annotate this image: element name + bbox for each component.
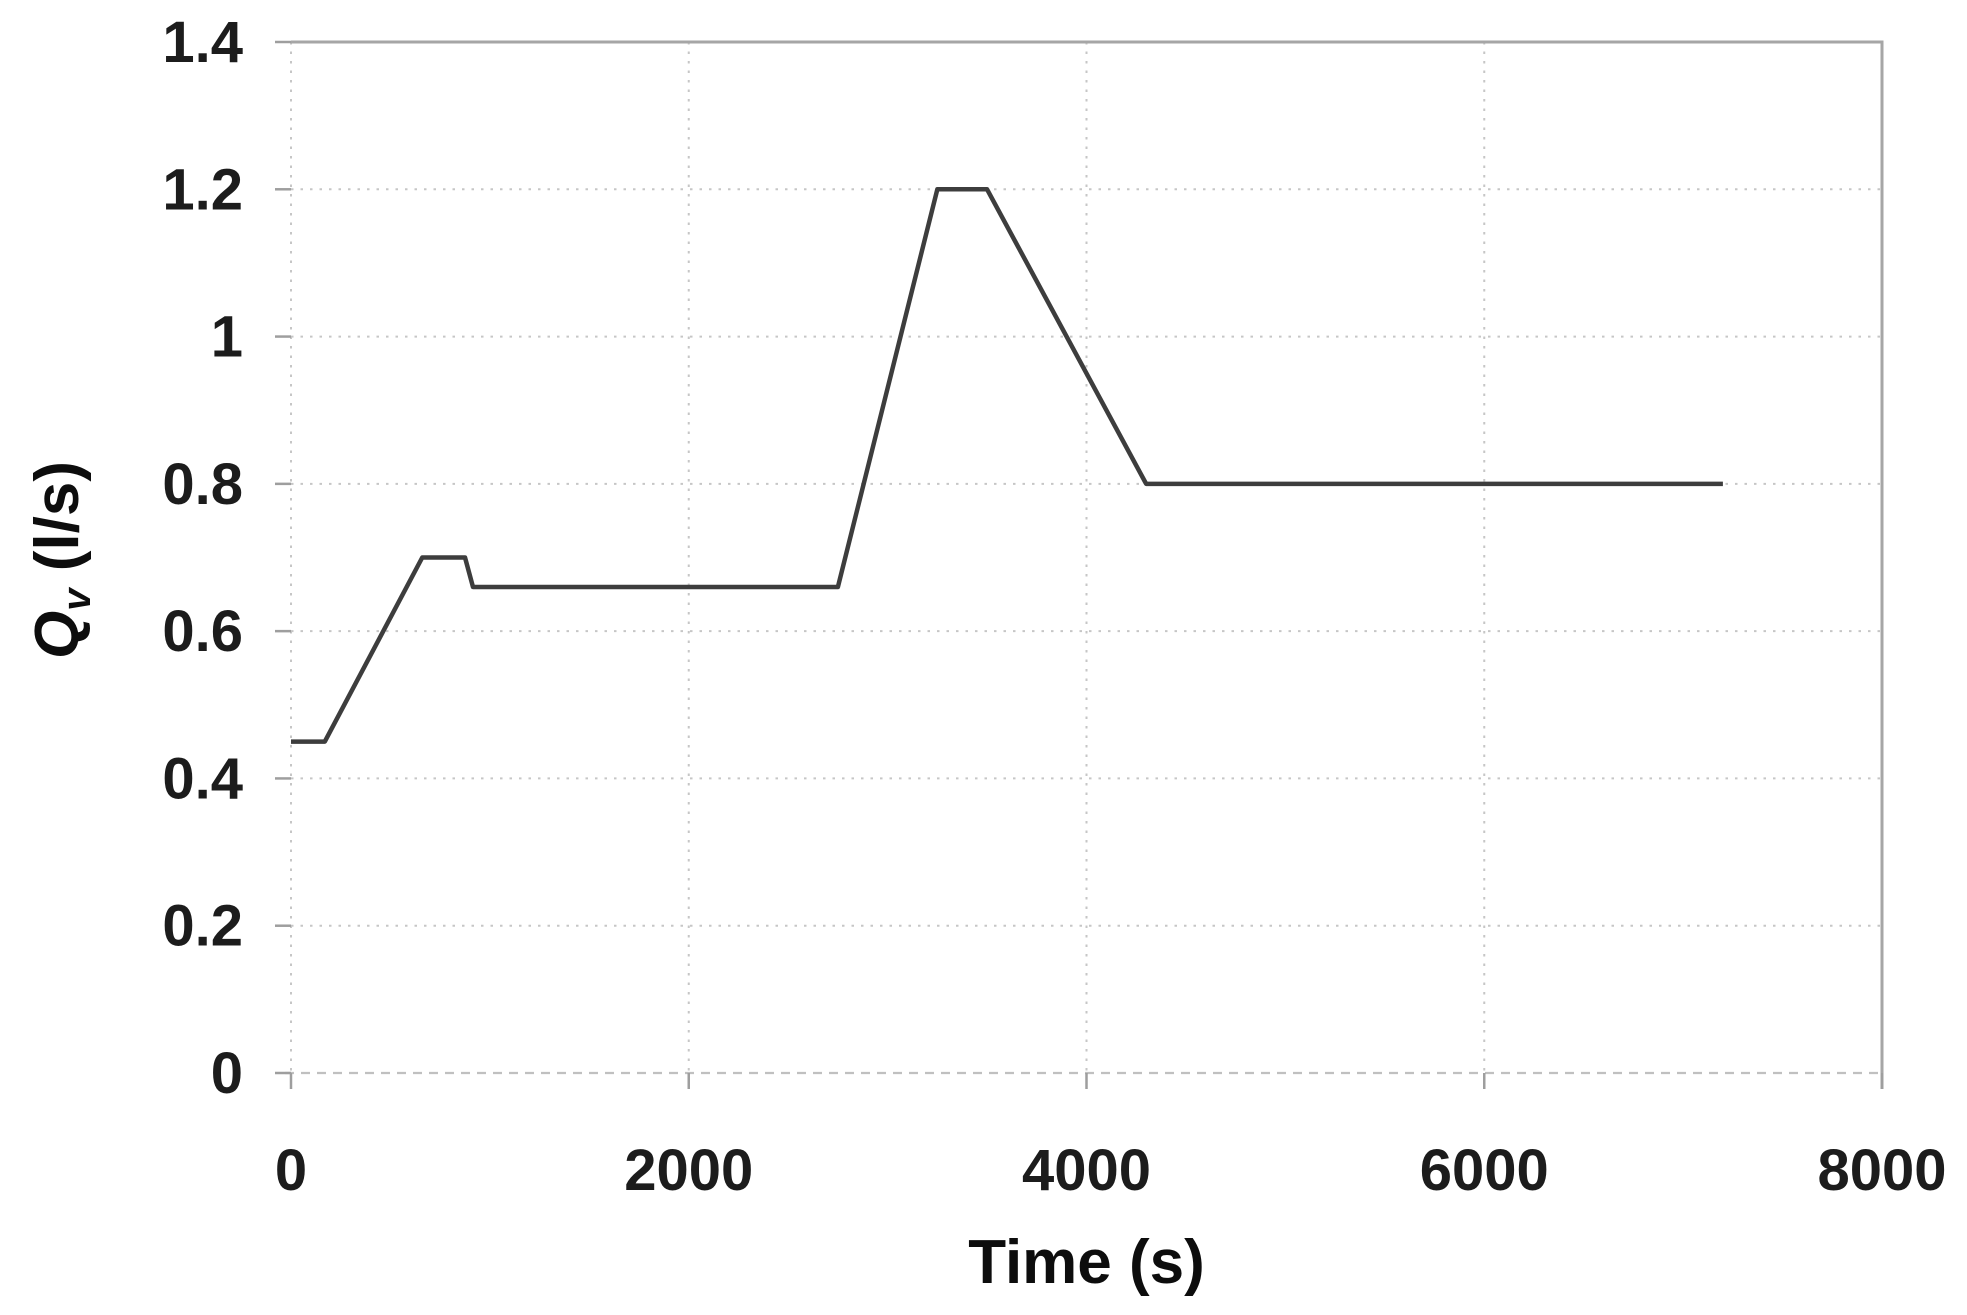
y-tick-label: 1.2 [162,157,243,222]
x-tick-label: 4000 [1022,1138,1151,1203]
y-tick-label: 0.4 [162,746,243,811]
y-tick-label: 0.2 [162,894,243,959]
y-tick-label: 0.8 [162,452,243,517]
y-tick-label: 0 [211,1041,243,1106]
x-tick-label: 0 [275,1138,307,1203]
y-tick-label: 1 [211,305,243,370]
x-tick-label: 2000 [624,1138,753,1203]
data-line-qv [291,187,1723,744]
y-axis-title: Qv (l/s) [23,461,99,659]
x-tick-label: 6000 [1420,1138,1549,1203]
y-tick-label: 1.4 [162,10,243,75]
x-axis-title: Time (s) [968,1228,1205,1297]
x-tick-label: 8000 [1817,1138,1946,1203]
y-tick-label: 0.6 [162,599,243,664]
